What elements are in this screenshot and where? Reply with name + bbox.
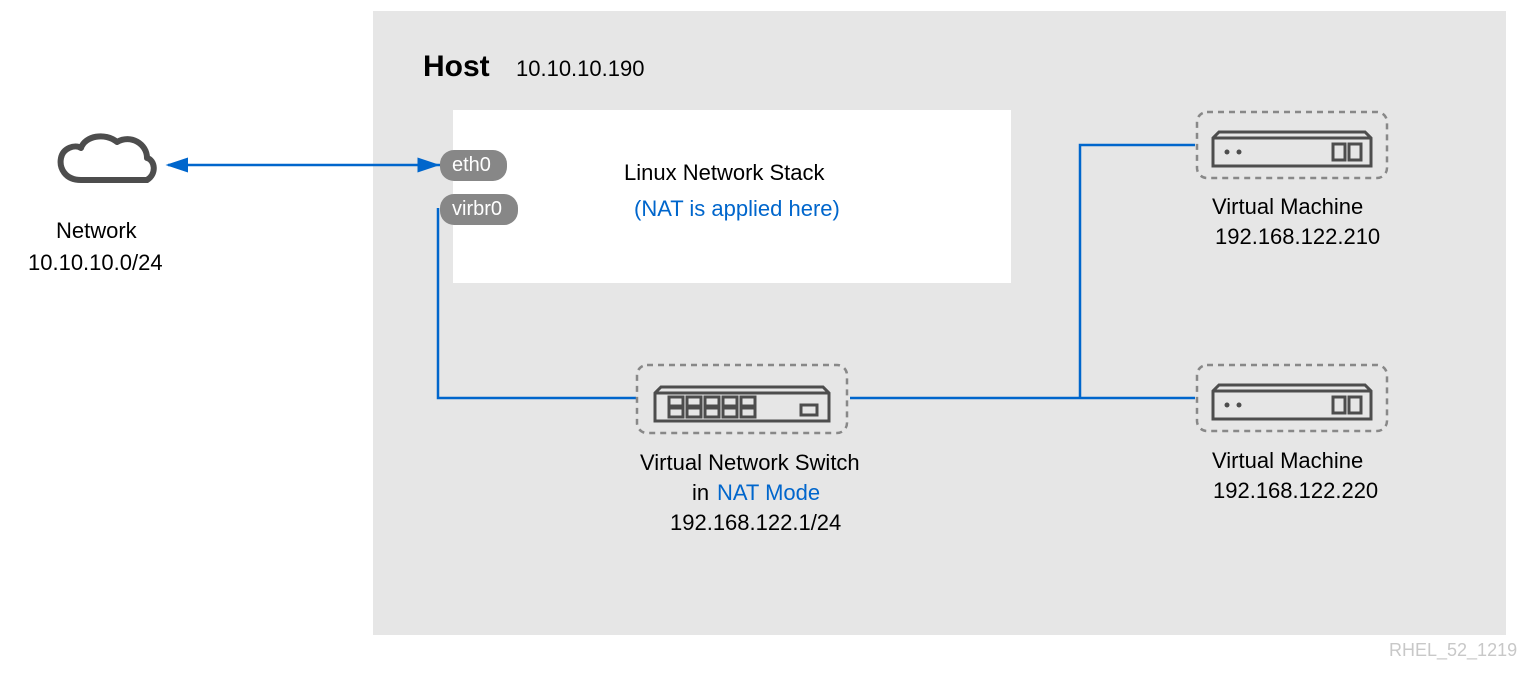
switch-ip: 192.168.122.1/24 bbox=[670, 510, 841, 536]
network-label: Network bbox=[56, 218, 137, 244]
switch-label-2-accent: NAT Mode bbox=[717, 480, 820, 506]
vm1-ip: 192.168.122.210 bbox=[1215, 224, 1380, 250]
network-cidr: 10.10.10.0/24 bbox=[28, 250, 163, 276]
cloud-icon bbox=[61, 136, 154, 180]
vm2-ip: 192.168.122.220 bbox=[1213, 478, 1378, 504]
iface-eth0: eth0 bbox=[440, 150, 507, 181]
host-ip: 10.10.10.190 bbox=[516, 56, 644, 82]
stack-title: Linux Network Stack bbox=[624, 160, 825, 186]
vm2-label: Virtual Machine bbox=[1212, 448, 1363, 474]
host-title: Host bbox=[423, 50, 490, 84]
iface-virbr0: virbr0 bbox=[440, 194, 518, 225]
switch-label-1: Virtual Network Switch bbox=[640, 450, 860, 476]
diagram-canvas: Host 10.10.10.190 eth0 virbr0 Linux Netw… bbox=[0, 0, 1520, 679]
vm1-label: Virtual Machine bbox=[1212, 194, 1363, 220]
host-region bbox=[373, 11, 1506, 635]
stack-subtitle: (NAT is applied here) bbox=[634, 196, 840, 222]
watermark: RHEL_52_1219 bbox=[1389, 640, 1517, 661]
switch-label-2-prefix: in bbox=[692, 480, 709, 506]
